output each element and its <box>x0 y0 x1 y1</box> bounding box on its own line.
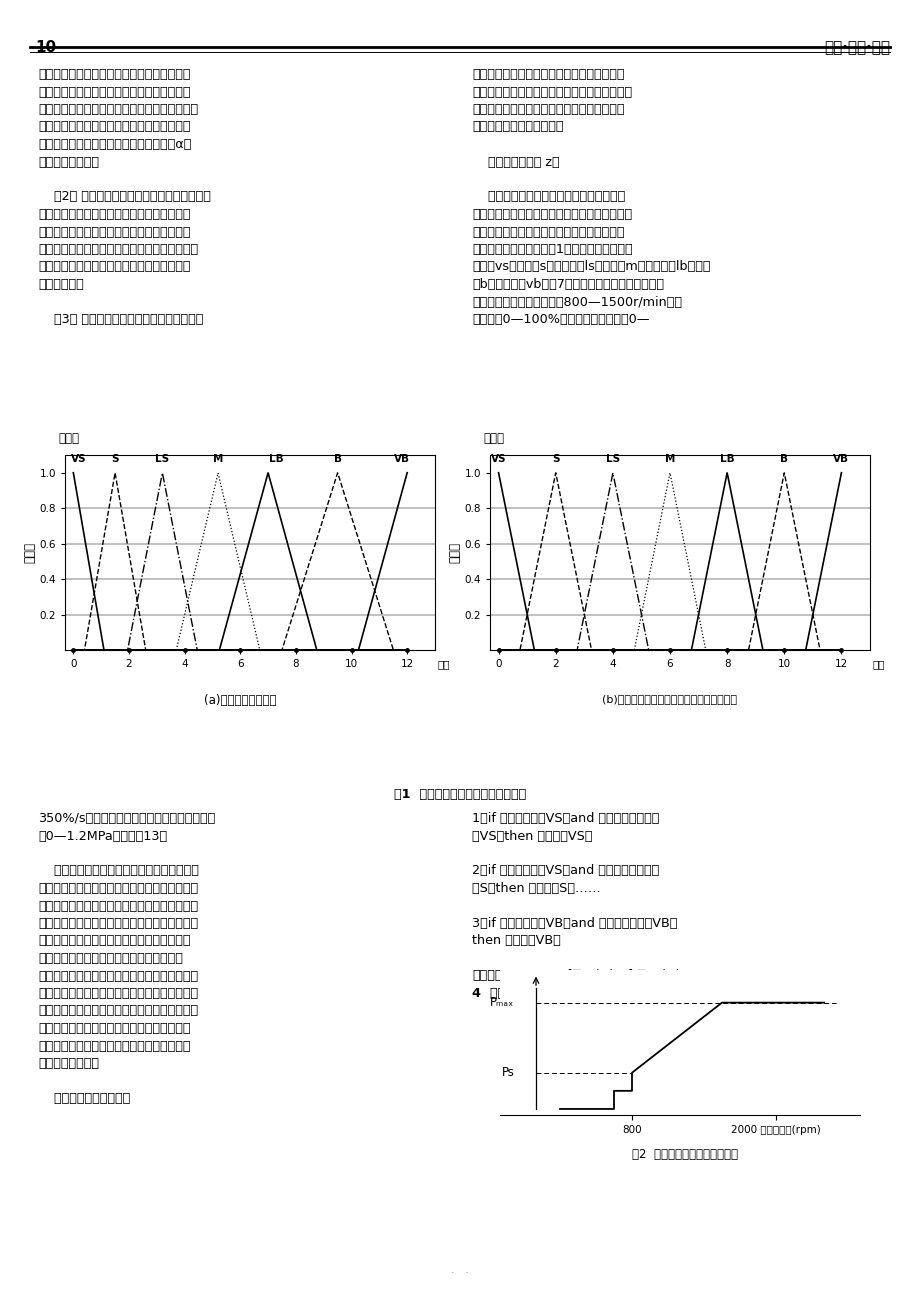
Text: （3） 油门蹏板的变化率：与油门蹏板的关: （3） 油门蹏板的变化率：与油门蹏板的关 <box>38 314 203 327</box>
Text: 1）if 油门开度为（VS）and 油门开度变化率为: 1）if 油门开度为（VS）and 油门开度变化率为 <box>471 812 659 825</box>
Text: 10: 10 <box>35 40 56 55</box>
Text: 度的增函数。接合开始，随油门开度的增大，离: 度的增函数。接合开始，随油门开度的增大，离 <box>38 1004 198 1017</box>
Text: 应快速调节离合器的接合，减少发动机负荷，加: 应快速调节离合器的接合，减少发动机负荷，加 <box>38 882 198 895</box>
Text: 很小（vs）、小（s）、较小（ls）、中（m）、较大（lb）、大: 很小（vs）、小（s）、较小（ls）、中（m）、较大（lb）、大 <box>471 260 709 273</box>
Text: then 油压为（VB）: then 油压为（VB） <box>471 934 561 947</box>
Text: LS: LS <box>155 454 169 464</box>
Y-axis label: 隶属度: 隶属度 <box>448 543 461 563</box>
Text: （2） 发动机的转速：汽车起步时，车辆的起: （2） 发动机的转速：汽车起步时，车辆的起 <box>38 190 210 203</box>
Text: 机息火，就要分离离合器。发动机扭矩是油门开: 机息火，就要分离离合器。发动机扭矩是油门开 <box>38 987 198 1000</box>
Text: 合器接合才有反应。对于驾驶员操作油门蹏板: 合器接合才有反应。对于驾驶员操作油门蹏板 <box>38 121 190 134</box>
Text: 合器的接合量也相应增大；当发动机和离合器: 合器的接合量也相应增大；当发动机和离合器 <box>38 1023 190 1036</box>
Text: Pₘₐₓ: Pₘₐₓ <box>490 997 514 1010</box>
Text: 角形函数，考虑司机对小油门开度感觉较敏感，: 角形函数，考虑司机对小油门开度感觉较敏感， <box>471 208 631 221</box>
Text: 到发动机提供的较大功率。: 到发动机提供的较大功率。 <box>471 121 563 134</box>
Text: 输入变量的隶属函数采用灵敏度较高的三: 输入变量的隶属函数采用灵敏度较高的三 <box>471 190 625 203</box>
Text: B: B <box>779 454 788 464</box>
Text: 的转速差较小时，离合器的接合量随油门开度: 的转速差较小时，离合器的接合量随油门开度 <box>38 1039 190 1053</box>
Text: (b)油门开度变化率发动机转速油压隶属函数: (b)油门开度变化率发动机转速油压隶属函数 <box>602 695 737 704</box>
Text: 图1  输入变量及输出变量的隶属函数: 图1 输入变量及输出变量的隶属函数 <box>393 788 526 801</box>
Text: 解模糊判决用重心法：z₀＝[∑μₐ(xⱼ)·xⱼ]/∑μz(xⱼ): 解模糊判决用重心法：z₀＝[∑μₐ(xⱼ)·xⱼ]/∑μz(xⱼ) <box>471 969 680 982</box>
Text: 小，隶属函数越密，如图1所示。变量等级分为: 小，隶属函数越密，如图1所示。变量等级分为 <box>471 243 632 256</box>
Text: 制构成确定为：发动机转速800—1500r/min；油: 制构成确定为：发动机转速800—1500r/min；油 <box>471 295 681 308</box>
Text: 根据模糊推理思想：在发动机转速突降时，: 根据模糊推理思想：在发动机转速突降时， <box>38 864 199 877</box>
Text: 映驾驶员希望油门蹏板开度快速增加，随之得: 映驾驶员希望油门蹏板开度快速增加，随之得 <box>471 103 624 116</box>
Text: ·   ·: · · <box>450 1268 469 1278</box>
Text: VS: VS <box>491 454 505 464</box>
Text: VB: VB <box>393 454 409 464</box>
Text: 成正比，这与油门蹏板的关系是相同的。不同之: 成正比，这与油门蹏板的关系是相同的。不同之 <box>38 243 198 256</box>
Text: 程度的主要参数。油门开度对离合器接合程度: 程度的主要参数。油门开度对离合器接合程度 <box>38 86 190 99</box>
Text: 系相同，油门蹏板的变化率也是反映驾驶员意: 系相同，油门蹏板的变化率也是反映驾驶员意 <box>471 68 624 81</box>
Text: 隶属度: 隶属度 <box>482 432 504 445</box>
Text: Ps: Ps <box>501 1067 514 1080</box>
Text: 门开度为0—100%。油门开度变化率为0—: 门开度为0—100%。油门开度变化率为0— <box>471 314 649 327</box>
Text: S: S <box>111 454 119 464</box>
Text: 有通常前馈效应，即一定要有油门信号再前，离: 有通常前馈效应，即一定要有油门信号再前，离 <box>38 103 198 116</box>
Text: LB: LB <box>269 454 283 464</box>
Text: （b）、很大（vb），7个档。根据试验和经验模糊控: （b）、很大（vb），7个档。根据试验和经验模糊控 <box>471 278 664 291</box>
Text: 合器接台过程慢而油门增加较快）、合理、有效: 合器接台过程慢而油门增加较快）、合理、有效 <box>38 917 198 930</box>
Text: 为反馈作用。: 为反馈作用。 <box>38 278 84 291</box>
Text: 4  仳真结果: 4 仳真结果 <box>471 987 520 1000</box>
Text: (a)油门开度隶属函数: (a)油门开度隶属函数 <box>204 695 277 708</box>
Text: M: M <box>664 454 675 464</box>
Text: 轮域: 轮域 <box>437 658 449 669</box>
Text: 快发动机转速。在发动机转速突升时，（说明离: 快发动机转速。在发动机转速突升时，（说明离 <box>38 899 198 912</box>
Text: 设计·计算·研究: 设计·计算·研究 <box>823 40 889 55</box>
Text: 加速蹏板成为反映驾驶员意图，从而控制接合: 加速蹏板成为反映驾驶员意图，从而控制接合 <box>38 68 190 81</box>
Text: 对大油门的油门开度相对不敏感，油门开度越: 对大油门的油门开度相对不敏感，油门开度越 <box>471 225 624 238</box>
Text: （VS）then 油压为（VS）: （VS）then 油压为（VS） <box>471 830 592 843</box>
Text: 图2  传统单参数控制油压与转速: 图2 传统单参数控制油压与转速 <box>631 1147 737 1160</box>
Text: 轮域: 轮域 <box>872 658 884 669</box>
Text: （S）then 油压为（S）……: （S）then 油压为（S）…… <box>471 882 600 895</box>
Text: 3）if 油门开度为（VB）and 发动机转速为（VB）: 3）if 油门开度为（VB）and 发动机转速为（VB） <box>471 917 676 930</box>
Text: 隶属度: 隶属度 <box>58 432 79 445</box>
Text: 在0—1.2MPa，各分为13。: 在0—1.2MPa，各分为13。 <box>38 830 167 843</box>
Text: 时变化控制对策。: 时变化控制对策。 <box>38 156 99 169</box>
Text: 步条件是通过转速传感器测量发动机转速得到: 步条件是通过转速传感器测量发动机转速得到 <box>38 208 190 221</box>
Text: LB: LB <box>719 454 733 464</box>
Text: M: M <box>212 454 223 464</box>
Text: 可以确定模糊规则为：: 可以确定模糊规则为： <box>38 1092 130 1105</box>
Text: 的。离合器的接合程度与发动机转速的加速度: 的。离合器的接合程度与发动机转速的加速度 <box>38 225 190 238</box>
Y-axis label: 隶属度: 隶属度 <box>24 543 37 563</box>
Text: B: B <box>334 454 341 464</box>
Text: 处只是油门蹏板为前馈作用，而发动机的转速: 处只是油门蹏板为前馈作用，而发动机的转速 <box>38 260 190 273</box>
Text: VB: VB <box>833 454 848 464</box>
Text: 2）if 油门开度为（VS）and 油门开度变化率为: 2）if 油门开度为（VS）and 油门开度变化率为 <box>471 864 659 877</box>
Text: 来。当发动机转速到达某一値时，为了避免发动: 来。当发动机转速到达某一値时，为了避免发动 <box>38 969 198 982</box>
Text: 增加的变化较小。: 增加的变化较小。 <box>38 1056 99 1069</box>
Text: 合器接台量来增加发动机负荷，使转速降下: 合器接台量来增加发动机负荷，使转速降下 <box>38 952 183 965</box>
Text: 的修改离合器和油门的控制策略，通过加大离: 的修改离合器和油门的控制策略，通过加大离 <box>38 934 190 947</box>
Text: 的变化过程，则要求微机能够根据采得的α随: 的变化过程，则要求微机能够根据采得的α随 <box>38 138 191 151</box>
Text: LS: LS <box>605 454 619 464</box>
Text: 图的另一个重要参数，油门蹏板的变化率大，反: 图的另一个重要参数，油门蹏板的变化率大，反 <box>471 86 631 99</box>
Text: VS: VS <box>71 454 86 464</box>
Text: S: S <box>551 454 559 464</box>
Text: 输出变量为油压 z。: 输出变量为油压 z。 <box>471 156 559 169</box>
Text: 350%/s。输出变量为离合器接合油压，其范围: 350%/s。输出变量为离合器接合油压，其范围 <box>38 812 215 825</box>
